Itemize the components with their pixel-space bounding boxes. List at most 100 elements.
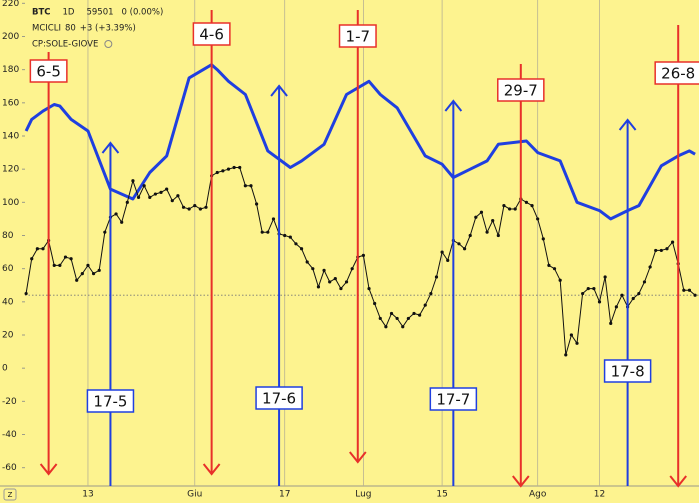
arrow-label-box bbox=[86, 389, 135, 413]
price-point bbox=[198, 207, 202, 211]
arrow-label: 1-7 bbox=[338, 24, 377, 48]
arrow-label: 17-5 bbox=[86, 389, 135, 413]
y-tick-label: 180 bbox=[2, 65, 19, 75]
price-point bbox=[176, 194, 180, 198]
arrow-label-box bbox=[29, 59, 68, 83]
arrow-label: 17-6 bbox=[255, 386, 303, 410]
y-tick-label: -40 bbox=[2, 430, 17, 440]
price-point bbox=[642, 280, 647, 284]
price-point bbox=[491, 218, 495, 223]
price-point bbox=[502, 204, 506, 208]
price-point bbox=[631, 296, 635, 301]
price-point bbox=[299, 247, 304, 251]
y-tick-label: 0 bbox=[2, 364, 8, 374]
arrow-label-box bbox=[338, 24, 377, 48]
price-point bbox=[457, 242, 461, 246]
price-point bbox=[260, 230, 264, 234]
price-point bbox=[496, 233, 500, 238]
y-tick-label: 140 bbox=[2, 131, 19, 141]
y-tick-label: 200 bbox=[2, 32, 19, 42]
price-point bbox=[215, 170, 219, 175]
arrow-head bbox=[618, 118, 637, 131]
y-tick-label: 160 bbox=[2, 98, 19, 108]
header-text: 0 (0.00%) bbox=[122, 8, 164, 18]
price-point bbox=[384, 325, 388, 329]
price-point bbox=[693, 293, 697, 297]
arrow-label-box bbox=[603, 359, 652, 383]
price-point bbox=[97, 268, 101, 272]
zoom-button[interactable] bbox=[3, 488, 17, 501]
price-point bbox=[114, 212, 118, 216]
arrow-label: 4-6 bbox=[192, 22, 231, 46]
header-text: CP:SOLE-GIOVE bbox=[32, 40, 98, 50]
arrow-label-text: 1-7 bbox=[346, 28, 371, 46]
price-point bbox=[654, 248, 658, 253]
header-text: BTC bbox=[32, 8, 51, 18]
price-point bbox=[367, 286, 371, 291]
price-point bbox=[69, 257, 73, 261]
price-point bbox=[243, 184, 247, 188]
y-tick-label: -60 bbox=[2, 463, 17, 473]
x-tick-label: 13 bbox=[82, 490, 93, 500]
price-point bbox=[659, 248, 663, 253]
price-point bbox=[120, 220, 124, 224]
arrow-label-box bbox=[497, 78, 545, 102]
price-point bbox=[316, 285, 321, 289]
price-point bbox=[462, 247, 467, 251]
y-tick-label: 40 bbox=[2, 297, 14, 307]
price-point bbox=[232, 165, 236, 170]
price-point bbox=[288, 235, 292, 239]
price-point bbox=[226, 167, 231, 171]
price-point bbox=[305, 260, 309, 264]
price-point bbox=[513, 207, 517, 211]
x-tick-label: Ago bbox=[529, 490, 547, 500]
x-tick-label: 17 bbox=[279, 490, 290, 500]
arrow-label-box bbox=[429, 387, 478, 411]
price-point bbox=[446, 258, 450, 262]
arrow-label-box bbox=[654, 61, 699, 85]
arrow-label-text: 6-5 bbox=[36, 63, 61, 81]
price-point bbox=[614, 305, 618, 309]
x-tick-label: Lug bbox=[355, 490, 371, 500]
price-point bbox=[429, 291, 433, 296]
header-text: +3 (+3.39%) bbox=[80, 24, 136, 34]
price-point bbox=[103, 230, 107, 234]
price-point bbox=[581, 291, 585, 296]
price-point bbox=[41, 247, 45, 251]
price-point bbox=[75, 278, 79, 282]
price-point bbox=[181, 205, 186, 209]
price-point bbox=[63, 255, 68, 259]
y-tick-label: -20 bbox=[2, 397, 17, 407]
price-point bbox=[620, 293, 624, 297]
price-point bbox=[541, 237, 545, 241]
arrow-label: 29-7 bbox=[497, 78, 545, 102]
price-point bbox=[221, 169, 225, 173]
arrow-label-box bbox=[192, 22, 231, 46]
arrow-label: 17-7 bbox=[429, 387, 478, 411]
arrow-label-text: 4-6 bbox=[199, 26, 224, 44]
arrow-head bbox=[444, 99, 463, 112]
price-point bbox=[547, 263, 551, 267]
price-point bbox=[153, 192, 158, 196]
header-text: 1D bbox=[63, 8, 75, 18]
y-tick-label: 80 bbox=[2, 231, 14, 241]
price-point bbox=[333, 277, 337, 281]
price-point bbox=[266, 230, 270, 234]
price-point bbox=[395, 316, 399, 321]
price-point bbox=[193, 204, 197, 208]
price-point bbox=[682, 288, 686, 292]
price-point bbox=[474, 215, 478, 219]
arrow-label: 17-8 bbox=[603, 359, 652, 383]
price-point bbox=[148, 195, 152, 199]
zoom-icon[interactable]: Z bbox=[8, 491, 13, 499]
x-tick-label: 12 bbox=[594, 490, 605, 500]
price-point bbox=[52, 263, 56, 267]
price-point bbox=[86, 263, 90, 267]
header-text: 80 bbox=[65, 24, 76, 34]
price-point bbox=[592, 286, 596, 291]
price-point bbox=[283, 233, 287, 238]
price-point bbox=[575, 341, 579, 345]
price-point bbox=[159, 190, 163, 194]
price-point bbox=[238, 165, 242, 170]
